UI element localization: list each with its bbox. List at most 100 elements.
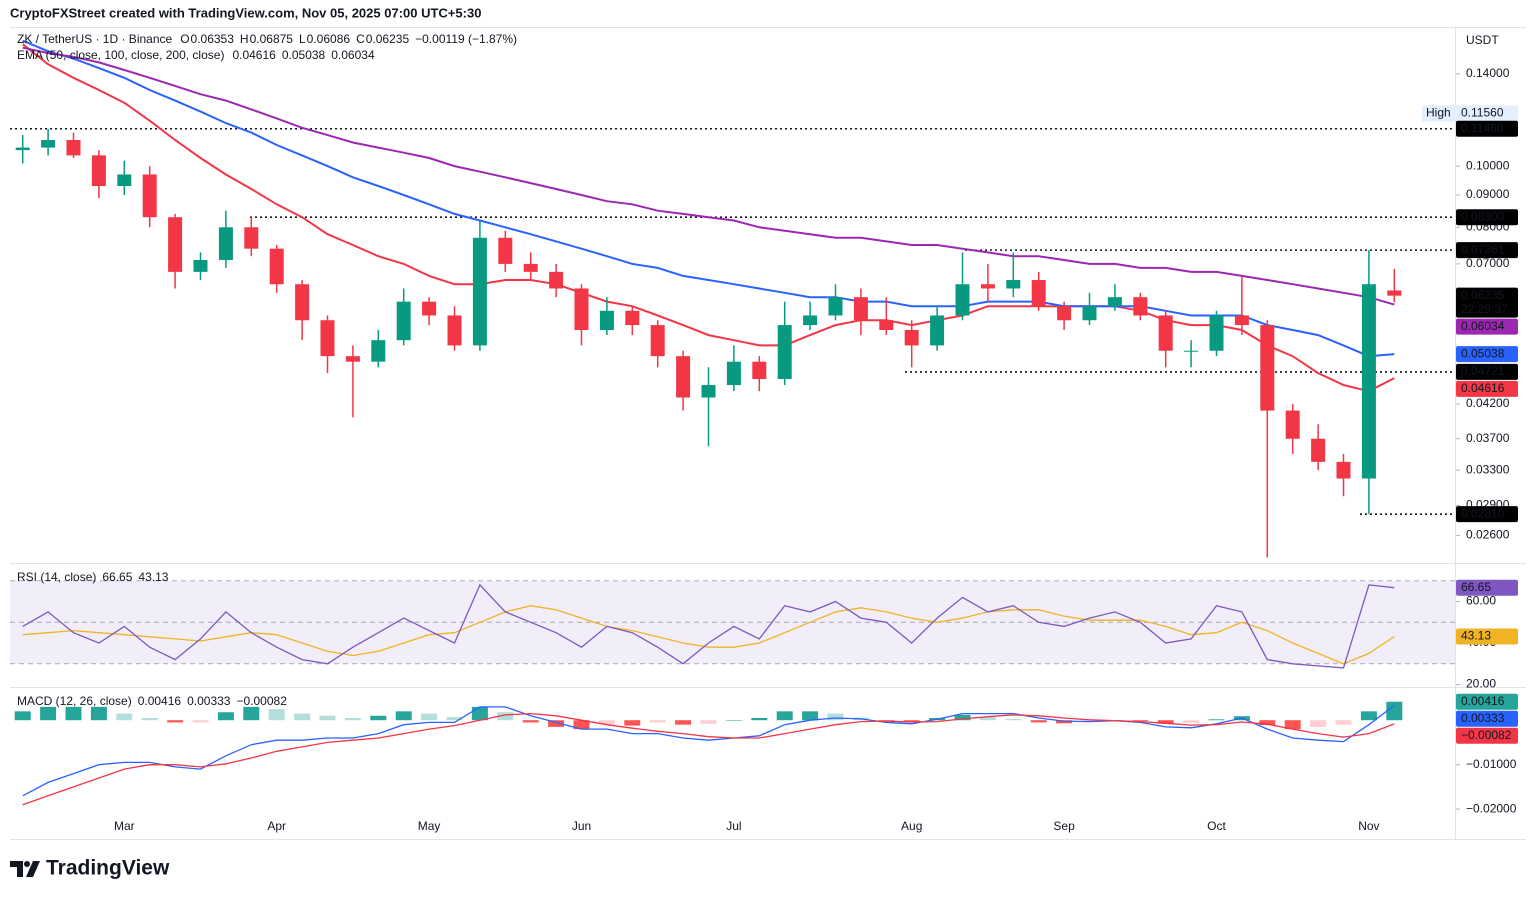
- candle-body: [447, 315, 462, 346]
- price-badge: [1456, 628, 1518, 645]
- x-tick-label: Oct: [1207, 819, 1226, 833]
- price-badge: [1456, 380, 1518, 397]
- x-tick-label: Jun: [572, 819, 591, 833]
- ohlc-value: 0.06875: [250, 32, 294, 46]
- candle-body: [396, 301, 411, 341]
- candle-body: [295, 284, 310, 321]
- price-badge: [1456, 363, 1518, 380]
- ema-line: [22, 46, 1395, 306]
- x-tick-label: Aug: [901, 819, 922, 833]
- y-tick-label: −0.02000: [1466, 801, 1517, 815]
- macd-histogram-bar: [1056, 720, 1073, 724]
- price-badge: [1456, 710, 1518, 727]
- macd-histogram-bar: [90, 706, 107, 721]
- candle-body: [1285, 410, 1300, 439]
- macd-histogram-bar: [40, 706, 57, 721]
- candle-body: [1209, 315, 1224, 351]
- y-tick-label: 0.03300: [1466, 462, 1510, 476]
- candle-body: [599, 310, 614, 331]
- price-badge: [1456, 318, 1518, 335]
- macd-histogram-bar: [573, 720, 590, 730]
- price-change: −0.00119 (−1.87%): [415, 32, 517, 46]
- high-badge: [1456, 105, 1518, 122]
- y-tick-label: 0.14000: [1466, 66, 1510, 80]
- y-tick-label: 0.07000: [1466, 256, 1510, 270]
- x-tick-label: Jul: [726, 819, 741, 833]
- price-badge-label: 0.04616: [1461, 381, 1505, 395]
- symbol-title: ZK / TetherUS · 1D · Binance: [17, 32, 173, 46]
- macd-histogram-bar: [116, 713, 133, 721]
- price-badge: [1456, 209, 1518, 226]
- ohlc-value: 0.06353: [191, 32, 235, 46]
- macd-histogram-bar: [1310, 720, 1327, 727]
- high-badge-label: 0.11560: [1461, 106, 1504, 120]
- macd-histogram-bar: [827, 713, 844, 721]
- high-tag-label: High: [1426, 106, 1451, 120]
- price-badge-label: 0.00416: [1461, 694, 1505, 708]
- macd-value: −0.00082: [236, 694, 287, 708]
- price-badge: [1456, 346, 1518, 363]
- candle-body: [1082, 306, 1097, 321]
- x-tick-label: Mar: [114, 819, 135, 833]
- candle-body: [1158, 315, 1173, 351]
- macd-histogram-bar: [751, 718, 768, 721]
- candle-body: [472, 237, 487, 346]
- ohlc-value: 0.06086: [307, 32, 351, 46]
- price-badge: [1456, 120, 1518, 137]
- candle-body: [193, 260, 208, 272]
- candle-body: [1133, 297, 1148, 316]
- candle-body: [574, 288, 589, 331]
- price-badge-label: 0.06235: [1461, 288, 1505, 302]
- y-tick-label: −0.01000: [1466, 757, 1517, 771]
- macd-histogram-bar: [217, 712, 234, 721]
- macd-histogram-bar: [700, 720, 717, 724]
- candle-body: [930, 315, 945, 346]
- price-badge: [1456, 506, 1518, 523]
- ema-value: 0.05038: [282, 48, 326, 62]
- candle-body: [1107, 297, 1122, 307]
- candle-body: [1311, 438, 1326, 462]
- macd-histogram-bar: [141, 718, 158, 721]
- macd-histogram-bar: [675, 720, 692, 725]
- macd-histogram-bar: [1259, 720, 1276, 726]
- logo-text: TradingView: [46, 857, 170, 880]
- macd-histogram-bar: [624, 720, 641, 726]
- macd-histogram-bar: [446, 717, 463, 721]
- candle-body: [523, 263, 538, 272]
- y-tick-label: 60.00: [1466, 594, 1496, 608]
- macd-histogram-bar: [649, 720, 666, 723]
- price-badge-label: 0.02810: [1461, 506, 1505, 520]
- x-tick-label: Apr: [267, 819, 286, 833]
- candle-body: [41, 139, 56, 148]
- macd-histogram-bar: [319, 715, 336, 721]
- ohlc-label: H: [240, 32, 249, 46]
- candle-body: [853, 297, 868, 321]
- price-badge-label: 0.00333: [1461, 711, 1505, 725]
- macd-value: 0.00333: [187, 694, 231, 708]
- candle-body: [980, 284, 995, 289]
- macd-histogram-bar: [497, 712, 514, 721]
- price-badge: [1456, 693, 1518, 710]
- candle-body: [1336, 461, 1351, 479]
- candle-body: [142, 174, 157, 218]
- attribution: CryptoFXStreet created with TradingView.…: [10, 5, 481, 20]
- price-badge-label: 22:29:37: [1461, 302, 1508, 316]
- macd-line: [22, 704, 1395, 797]
- candle-body: [879, 320, 894, 331]
- ema-value: 0.04616: [232, 48, 276, 62]
- price-badge-label: 0.11460: [1461, 121, 1504, 135]
- macd-histogram-bar: [1335, 720, 1352, 725]
- high-tag: [1422, 105, 1456, 122]
- macd-histogram-bar: [471, 706, 488, 721]
- ema-title: EMA (50, close, 100, close, 200, close): [17, 48, 224, 62]
- price-badge: [1456, 287, 1518, 318]
- candle-body: [1184, 350, 1199, 352]
- candle-body: [828, 297, 843, 316]
- ohlc-label: O: [180, 32, 189, 46]
- price-badge-label: 0.08300: [1461, 209, 1505, 223]
- candle-body: [1260, 325, 1275, 411]
- y-tick-label: 0.04200: [1466, 396, 1510, 410]
- macd-histogram-bar: [1157, 720, 1174, 724]
- candle-body: [66, 139, 81, 156]
